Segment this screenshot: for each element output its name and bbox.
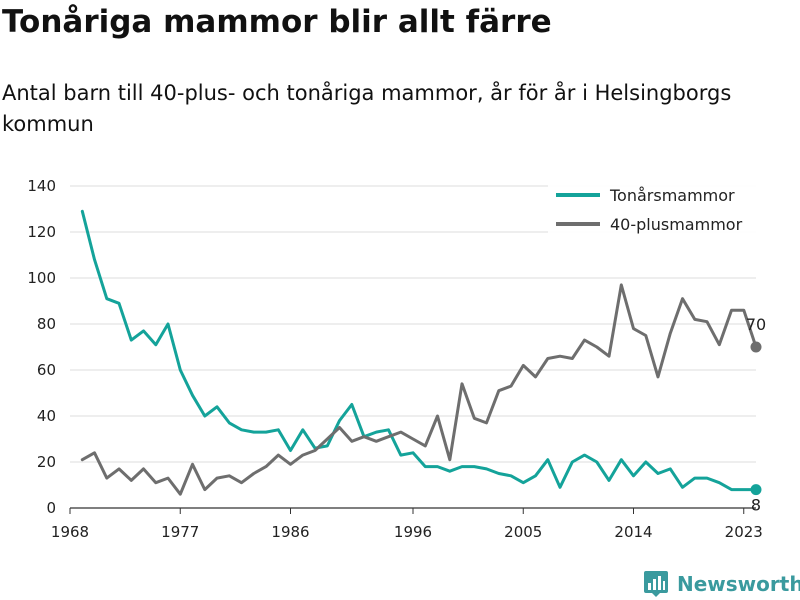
x-tick-label: 1986 xyxy=(271,523,309,541)
series-end-label: 70 xyxy=(746,315,766,334)
x-tick-label: 2005 xyxy=(504,523,542,541)
x-tick-label: 2023 xyxy=(725,523,763,541)
newsworthy-icon xyxy=(644,571,668,597)
y-tick-label: 80 xyxy=(37,315,56,333)
series-end-point xyxy=(750,341,762,353)
brand-name: Newsworthy xyxy=(677,572,800,596)
y-tick-label: 120 xyxy=(27,223,56,241)
series-line-forty xyxy=(80,283,758,496)
chart-subtitle: Antal barn till 40-plus- och tonåriga ma… xyxy=(2,81,732,136)
line-chart: 0 20 40 60 80 100 120 140 1968 1977 1986 1996 2005 20… xyxy=(27,177,766,541)
legend: Tonårsmammor 40-plusmammor xyxy=(548,180,760,238)
series-end-label: 8 xyxy=(751,496,761,515)
x-tick-label: 1977 xyxy=(161,523,199,541)
y-tick-label: 20 xyxy=(37,453,56,471)
legend-label: 40-plusmammor xyxy=(610,215,743,234)
legend-background xyxy=(548,180,760,238)
y-tick-label: 140 xyxy=(27,177,56,195)
y-tick-label: 0 xyxy=(46,499,56,517)
series-layer: 8 70 xyxy=(80,209,766,515)
legend-label: Tonårsmammor xyxy=(609,186,735,205)
x-tick-label: 1968 xyxy=(51,523,89,541)
series-end-point xyxy=(750,484,762,496)
y-tick-label: 40 xyxy=(37,407,56,425)
x-tick-label: 2014 xyxy=(614,523,652,541)
y-tick-label: 100 xyxy=(27,269,56,287)
x-tick-label: 1996 xyxy=(394,523,432,541)
chart-title: Tonåriga mammor blir allt färre xyxy=(2,4,552,40)
newsworthy-logo: Newsworthy xyxy=(643,568,800,600)
axis-layer: 0 20 40 60 80 100 120 140 1968 1977 1986 1996 2005 20… xyxy=(27,177,762,541)
series-line-teen xyxy=(80,209,758,492)
y-tick-label: 60 xyxy=(37,361,56,379)
